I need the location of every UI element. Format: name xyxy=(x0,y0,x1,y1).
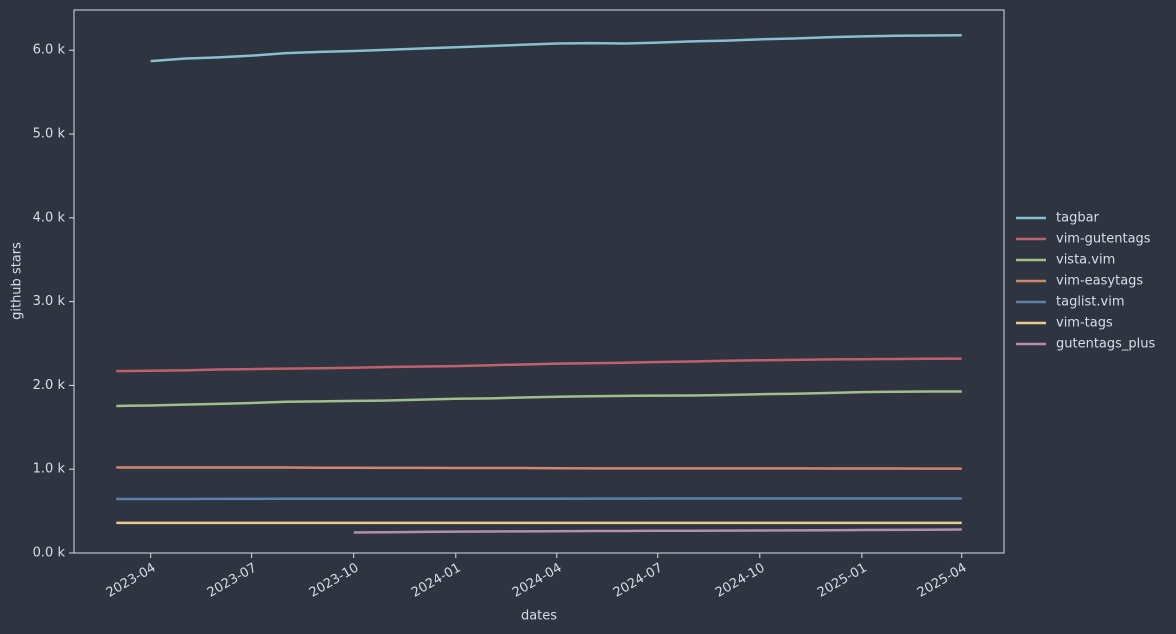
y-tick-label: 5.0 k xyxy=(33,127,66,142)
y-tick-label: 3.0 k xyxy=(33,294,66,309)
legend-label: vim-tags xyxy=(1056,316,1113,331)
x-axis-label: dates xyxy=(521,609,557,624)
y-tick-label: 1.0 k xyxy=(33,462,66,477)
legend-label: tagbar xyxy=(1056,211,1100,226)
legend-label: gutentags_plus xyxy=(1056,337,1156,352)
series-line xyxy=(116,357,962,373)
series-line xyxy=(150,34,962,63)
y-tick-label: 2.0 k xyxy=(33,378,66,393)
y-axis-label: github stars xyxy=(10,242,25,320)
series-line xyxy=(116,466,962,470)
y-tick-label: 0.0 k xyxy=(33,546,66,561)
legend-label: vista.vim xyxy=(1056,253,1115,268)
legend-label: taglist.vim xyxy=(1056,295,1125,310)
series-line xyxy=(116,390,962,408)
legend-label: vim-easytags xyxy=(1056,274,1143,289)
legend-label: vim-gutentags xyxy=(1056,232,1151,247)
plot-frame xyxy=(73,9,1005,554)
y-tick-label: 4.0 k xyxy=(33,210,66,225)
series-line xyxy=(353,528,962,534)
y-tick-label: 6.0 k xyxy=(33,43,66,58)
